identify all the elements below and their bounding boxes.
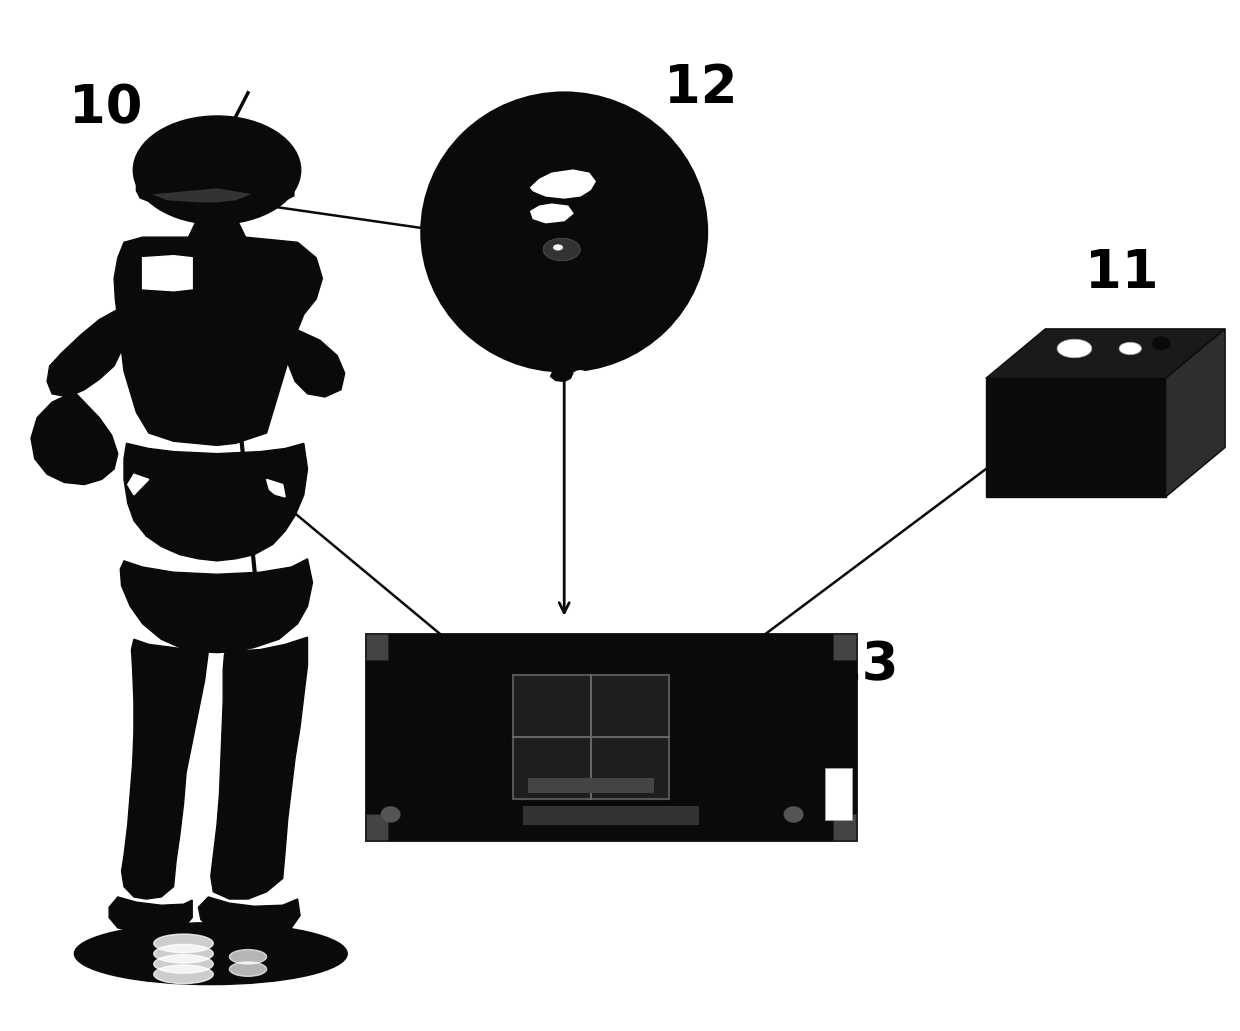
Ellipse shape xyxy=(154,965,213,984)
Polygon shape xyxy=(986,378,1166,497)
Ellipse shape xyxy=(553,244,563,251)
Ellipse shape xyxy=(154,944,213,963)
Ellipse shape xyxy=(1120,342,1142,355)
Polygon shape xyxy=(551,368,573,381)
Text: 11: 11 xyxy=(1085,247,1159,299)
Polygon shape xyxy=(109,897,192,933)
Ellipse shape xyxy=(74,923,347,985)
Polygon shape xyxy=(188,222,246,237)
Polygon shape xyxy=(211,637,308,899)
Polygon shape xyxy=(986,329,1225,378)
Bar xyxy=(366,814,388,840)
Ellipse shape xyxy=(134,115,300,225)
Polygon shape xyxy=(31,392,118,485)
Circle shape xyxy=(381,806,401,823)
Text: 12: 12 xyxy=(663,62,738,113)
Polygon shape xyxy=(122,639,208,899)
Polygon shape xyxy=(1166,329,1225,497)
Ellipse shape xyxy=(1153,337,1171,350)
Ellipse shape xyxy=(229,962,267,976)
Bar xyxy=(366,634,388,660)
Polygon shape xyxy=(136,177,294,209)
Text: 13: 13 xyxy=(825,639,899,691)
Bar xyxy=(833,634,856,660)
Polygon shape xyxy=(124,443,308,561)
Polygon shape xyxy=(114,237,322,445)
Bar xyxy=(833,814,856,840)
Ellipse shape xyxy=(574,370,587,376)
Bar xyxy=(825,768,852,820)
Polygon shape xyxy=(198,897,300,935)
Polygon shape xyxy=(285,330,345,397)
Text: 10: 10 xyxy=(68,82,143,134)
Bar xyxy=(528,778,653,793)
Polygon shape xyxy=(267,479,285,497)
Polygon shape xyxy=(47,309,124,397)
Bar xyxy=(513,675,670,799)
Polygon shape xyxy=(128,474,149,495)
Ellipse shape xyxy=(154,934,213,953)
Polygon shape xyxy=(531,170,595,198)
Ellipse shape xyxy=(422,93,707,371)
Polygon shape xyxy=(120,559,312,653)
Ellipse shape xyxy=(229,950,267,964)
Ellipse shape xyxy=(543,238,580,261)
Polygon shape xyxy=(149,188,254,203)
Bar xyxy=(366,634,856,840)
Bar xyxy=(522,806,699,825)
Circle shape xyxy=(784,806,804,823)
Ellipse shape xyxy=(1058,339,1091,358)
Ellipse shape xyxy=(154,955,213,973)
Polygon shape xyxy=(531,204,573,223)
Circle shape xyxy=(601,806,621,823)
Polygon shape xyxy=(143,256,192,291)
